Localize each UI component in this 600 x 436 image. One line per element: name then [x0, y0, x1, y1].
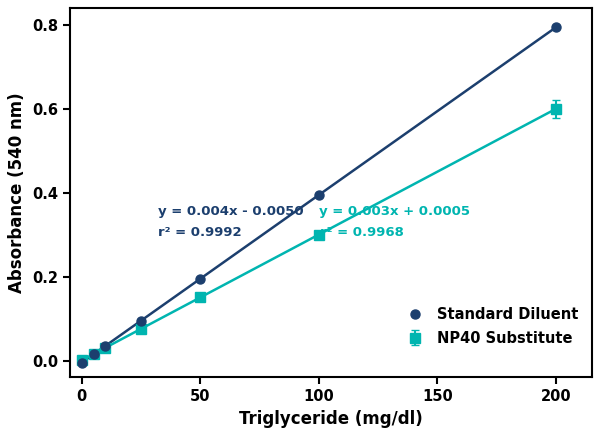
Standard Diluent: [90, 351, 97, 357]
Line: Standard Diluent: Standard Diluent: [77, 23, 560, 367]
X-axis label: Triglyceride (mg/dl): Triglyceride (mg/dl): [239, 410, 422, 428]
Text: r² = 0.9992: r² = 0.9992: [158, 226, 241, 239]
Standard Diluent: [315, 192, 322, 198]
Y-axis label: Absorbance (540 nm): Absorbance (540 nm): [8, 92, 26, 293]
Standard Diluent: [102, 343, 109, 348]
Legend: Standard Diluent, NP40 Substitute: Standard Diluent, NP40 Substitute: [395, 301, 584, 351]
Standard Diluent: [553, 24, 560, 30]
Standard Diluent: [137, 318, 145, 324]
Text: r² = 0.9968: r² = 0.9968: [320, 226, 404, 239]
Standard Diluent: [78, 360, 85, 365]
Text: y = 0.004x - 0.0050: y = 0.004x - 0.0050: [158, 205, 303, 218]
Standard Diluent: [197, 276, 204, 281]
Text: y = 0.003x + 0.0005: y = 0.003x + 0.0005: [319, 205, 470, 218]
